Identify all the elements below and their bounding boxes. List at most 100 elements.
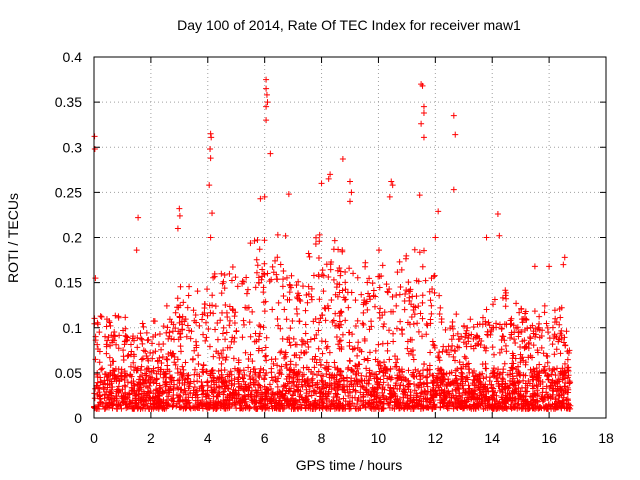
data-point — [431, 289, 438, 296]
data-point — [393, 363, 400, 370]
data-point — [236, 371, 243, 378]
data-point — [550, 366, 557, 373]
data-point — [174, 384, 181, 391]
data-point — [435, 382, 442, 389]
data-point — [556, 336, 563, 343]
data-point — [420, 103, 427, 110]
data-point — [329, 318, 336, 325]
data-point — [407, 336, 414, 343]
data-point — [405, 367, 412, 374]
data-point — [379, 340, 386, 347]
data-point — [295, 290, 302, 297]
data-point — [183, 400, 190, 407]
data-point — [529, 374, 536, 381]
data-point — [309, 356, 316, 363]
data-point — [561, 375, 568, 382]
data-point — [433, 376, 440, 383]
data-point — [517, 344, 524, 351]
data-point — [325, 273, 332, 280]
data-point — [234, 395, 241, 402]
data-point — [491, 405, 498, 412]
data-point — [375, 395, 382, 402]
data-point — [344, 366, 351, 373]
data-point — [302, 397, 309, 404]
data-point — [280, 268, 287, 275]
data-point — [501, 360, 508, 367]
data-point — [496, 232, 503, 239]
data-point — [383, 396, 390, 403]
data-point — [428, 275, 435, 282]
data-point — [358, 372, 365, 379]
data-point — [529, 401, 536, 408]
data-point — [263, 76, 270, 83]
data-point — [500, 376, 507, 383]
data-point — [155, 402, 162, 409]
data-point — [256, 246, 263, 253]
data-point — [287, 325, 294, 332]
data-point — [388, 308, 395, 315]
data-point — [306, 383, 313, 390]
data-point — [458, 333, 465, 340]
data-point — [215, 368, 222, 375]
data-point — [305, 398, 312, 405]
data-point — [252, 284, 259, 291]
data-point — [150, 318, 157, 325]
data-point — [345, 304, 352, 311]
data-point — [226, 393, 233, 400]
data-point — [437, 304, 444, 311]
data-point — [100, 385, 107, 392]
data-point — [419, 292, 426, 299]
data-point — [274, 315, 281, 322]
data-point — [420, 134, 427, 141]
data-point — [271, 391, 278, 398]
data-point — [271, 398, 278, 405]
data-point — [224, 397, 231, 404]
data-point — [236, 401, 243, 408]
data-point — [439, 400, 446, 407]
data-point — [283, 361, 290, 368]
data-point — [416, 382, 423, 389]
data-point — [231, 375, 238, 382]
data-point — [499, 405, 506, 412]
data-point — [418, 120, 425, 127]
data-point — [562, 342, 569, 349]
data-point — [121, 341, 128, 348]
data-point — [503, 295, 510, 302]
data-point — [487, 331, 494, 338]
data-point — [293, 341, 300, 348]
data-point — [417, 405, 424, 412]
data-point — [452, 348, 459, 355]
data-point — [212, 303, 219, 310]
data-point — [174, 225, 181, 232]
data-point — [251, 397, 258, 404]
data-point — [465, 382, 472, 389]
data-point — [255, 372, 262, 379]
data-point — [111, 372, 118, 379]
data-point — [207, 234, 214, 241]
data-point — [251, 338, 258, 345]
data-point — [530, 330, 537, 337]
data-point — [522, 310, 529, 317]
data-point — [182, 396, 189, 403]
data-point — [423, 404, 430, 411]
data-point — [519, 404, 526, 411]
data-point — [366, 349, 373, 356]
data-point — [106, 354, 113, 361]
data-point — [276, 401, 283, 408]
data-point — [259, 347, 266, 354]
data-point — [509, 364, 516, 371]
data-point — [354, 344, 361, 351]
data-point — [455, 336, 462, 343]
data-point — [225, 385, 232, 392]
data-point — [551, 351, 558, 358]
data-point — [387, 376, 394, 383]
data-point — [456, 390, 463, 397]
data-point — [330, 246, 337, 253]
data-point — [152, 386, 159, 393]
data-point — [473, 332, 480, 339]
data-point — [257, 369, 264, 376]
data-point — [489, 344, 496, 351]
data-point — [134, 344, 141, 351]
data-point — [344, 289, 351, 296]
data-point — [215, 389, 222, 396]
